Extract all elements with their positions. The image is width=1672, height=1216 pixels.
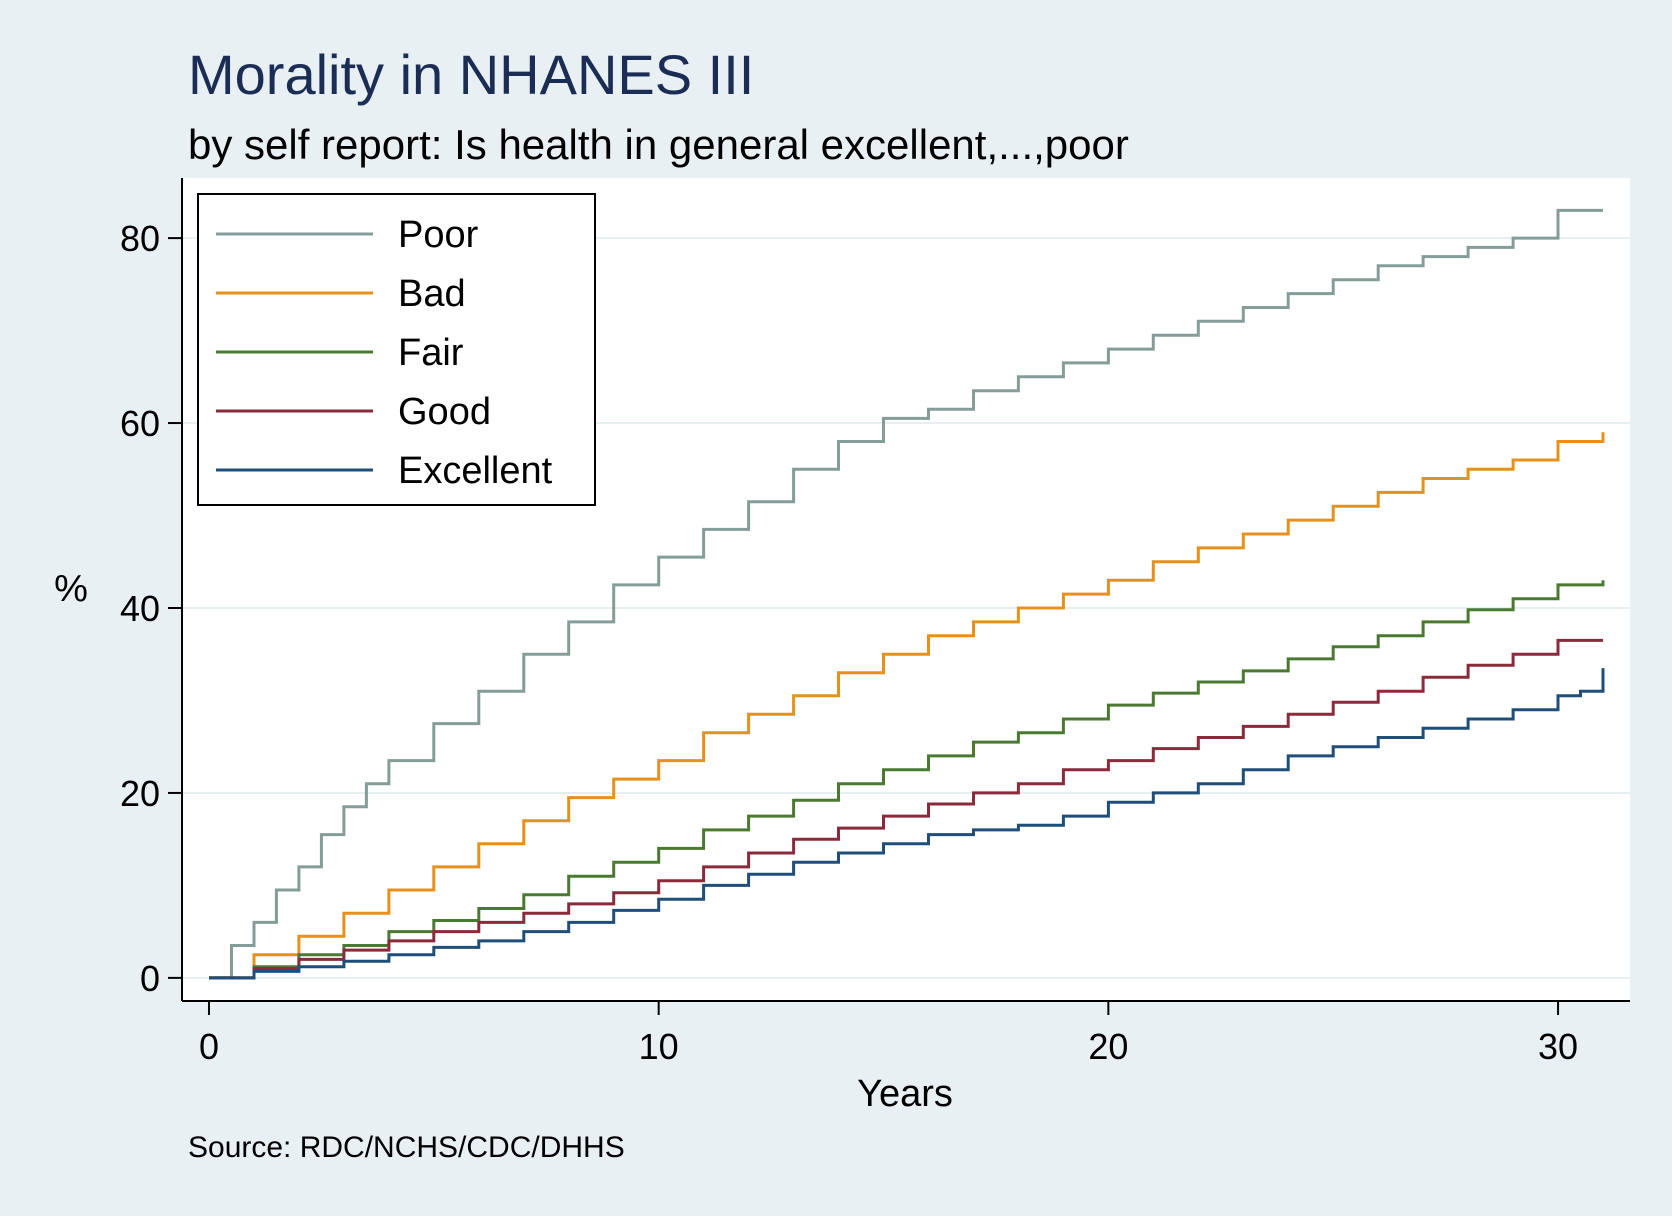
- y-tick-label-0: 0: [140, 958, 160, 999]
- x-axis-title: Years: [857, 1073, 953, 1115]
- series-line-bad: [209, 432, 1605, 980]
- series-lines: [209, 208, 1605, 980]
- axes: 0 20 40 60 80 0 10 20 30: [120, 178, 1630, 1067]
- source-note: Source: RDC/NCHS/CDC/DHHS: [188, 1131, 625, 1164]
- legend-label-fair: Fair: [398, 332, 464, 374]
- legend-label-excellent: Excellent: [398, 450, 553, 492]
- legend-label-good: Good: [398, 391, 491, 433]
- x-tick-label-3: 30: [1538, 1026, 1578, 1067]
- y-tick-label-1: 20: [120, 773, 160, 814]
- series-line-excellent: [209, 668, 1605, 980]
- series-line-fair: [209, 580, 1605, 980]
- series-line-good: [209, 638, 1603, 980]
- x-tick-label-0: 0: [199, 1026, 219, 1067]
- legend-label-poor: Poor: [398, 214, 479, 256]
- series-line-poor: [209, 208, 1603, 980]
- x-tick-label-2: 20: [1088, 1026, 1128, 1067]
- y-tick-label-2: 40: [120, 588, 160, 629]
- chart-subtitle: by self report: Is health in general exc…: [188, 121, 1129, 168]
- x-tick-label-1: 10: [639, 1026, 679, 1067]
- legend-label-bad: Bad: [398, 273, 466, 315]
- legend: Poor Bad Fair Good Excellent: [197, 193, 596, 506]
- y-tick-label-3: 60: [120, 403, 160, 444]
- y-tick-label-4: 80: [120, 218, 160, 259]
- y-axis-title: %: [54, 568, 88, 610]
- chart-title: Morality in NHANES III: [188, 43, 754, 106]
- legend-box: [197, 193, 596, 506]
